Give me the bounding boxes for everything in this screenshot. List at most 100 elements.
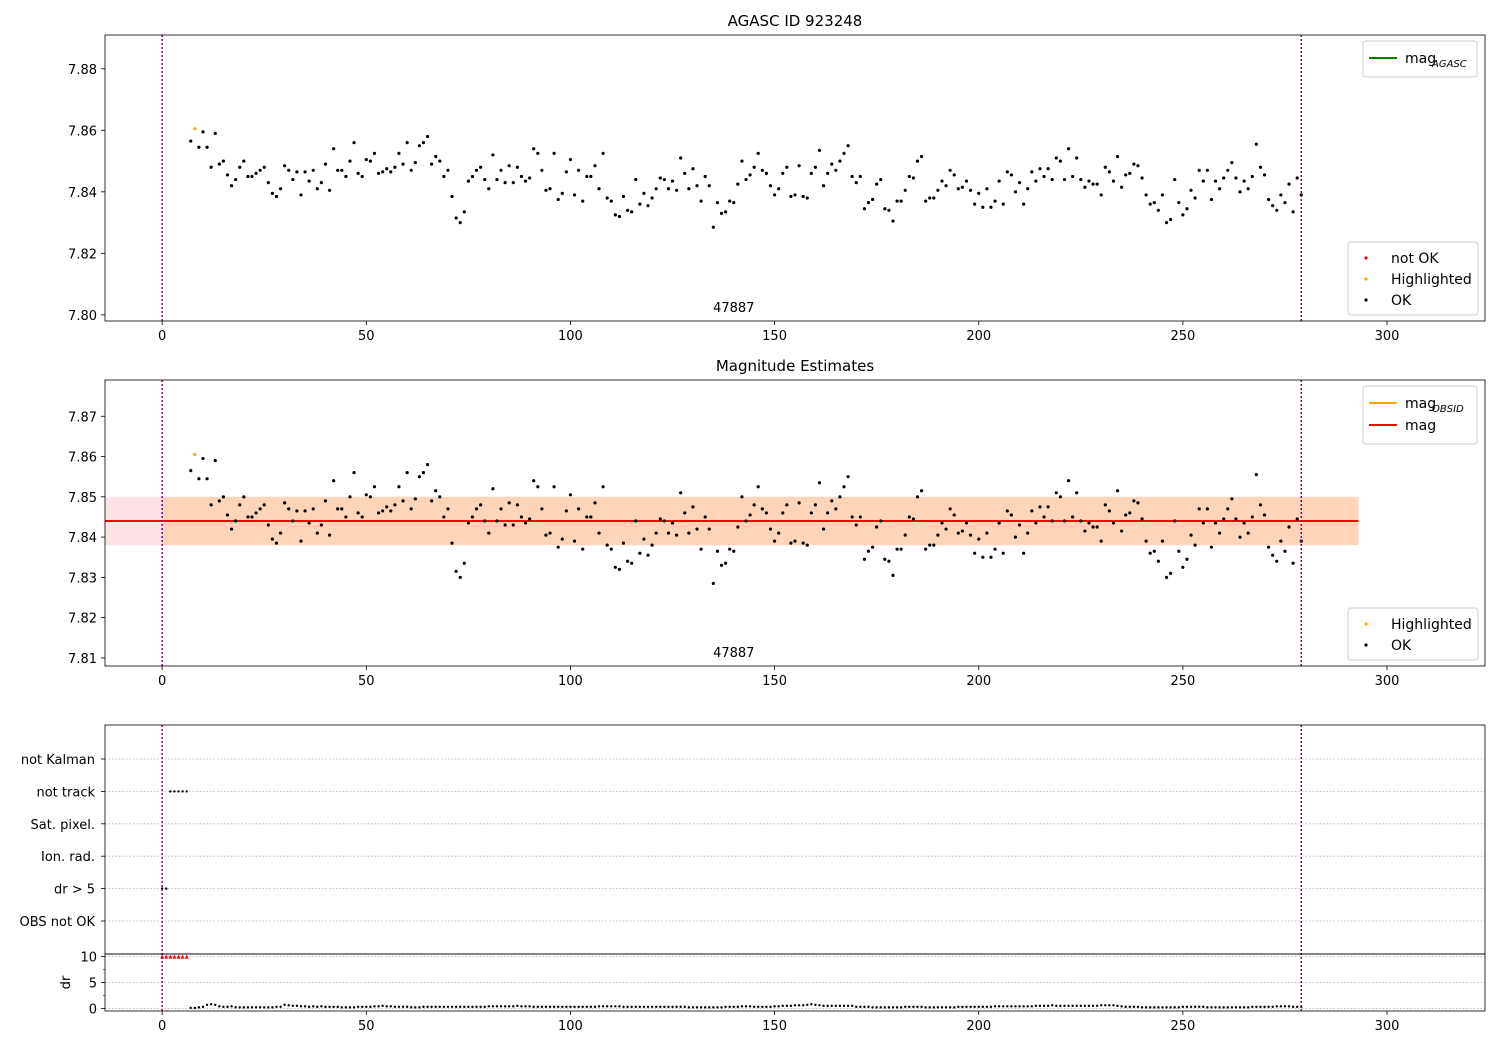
dr-point <box>850 1004 854 1008</box>
ok-point <box>470 515 475 519</box>
ok-point <box>1095 525 1099 529</box>
ok-point <box>577 168 581 172</box>
dr-point <box>491 1005 495 1008</box>
dr-point <box>687 1006 691 1009</box>
ok-point <box>797 164 801 168</box>
y-tick-label: 5 <box>89 977 97 992</box>
flag-row-label: Ion. rad. <box>41 850 95 865</box>
dr-point <box>679 1005 682 1009</box>
ok-point <box>842 151 846 155</box>
ok-point <box>789 194 793 199</box>
ok-point <box>1132 499 1136 503</box>
ok-point <box>425 462 430 467</box>
ok-point <box>1144 193 1148 197</box>
dr-point <box>1104 1004 1107 1007</box>
dr-point <box>712 1006 715 1009</box>
ok-point <box>1062 519 1067 523</box>
dr-point <box>544 1005 548 1009</box>
dr-point <box>691 1006 695 1009</box>
ok-point <box>821 184 826 188</box>
dr-point <box>997 1005 1001 1008</box>
dr-point <box>316 1005 319 1009</box>
ok-point <box>523 521 528 525</box>
ok-point <box>1262 173 1267 177</box>
ok-point <box>442 174 446 179</box>
ok-point <box>879 177 883 182</box>
dr-point <box>961 1005 964 1009</box>
flag-row-label: not track <box>36 785 95 800</box>
ok-point <box>274 194 279 199</box>
dr-point <box>1279 1005 1283 1008</box>
dr-point <box>377 1005 380 1008</box>
ok-point <box>332 479 336 483</box>
ok-point <box>372 485 377 489</box>
ok-point <box>1140 176 1144 180</box>
ok-point <box>875 525 879 529</box>
dr-point <box>1079 1004 1082 1008</box>
dr-point <box>1246 1006 1250 1009</box>
ok-point <box>834 168 838 172</box>
ok-point <box>805 196 809 200</box>
dr-point <box>312 1005 315 1008</box>
dr-point <box>422 1005 425 1009</box>
ok-point <box>1095 182 1099 186</box>
dr-point <box>1181 1005 1185 1009</box>
ok-point <box>626 208 630 212</box>
ok-point <box>1091 525 1095 529</box>
dr-point <box>1046 1004 1050 1008</box>
ok-point <box>1181 213 1185 217</box>
ok-point <box>409 168 413 172</box>
ok-point <box>1013 190 1018 194</box>
dr-point <box>932 1006 936 1009</box>
ok-point <box>593 164 597 168</box>
legend-box <box>1347 607 1479 661</box>
ok-point <box>1164 575 1169 579</box>
ok-point <box>540 168 544 172</box>
ok-point <box>319 181 323 185</box>
ok-point <box>1107 509 1111 513</box>
dr-point <box>683 1005 686 1009</box>
dr-point <box>1100 1004 1103 1007</box>
highlighted-point <box>193 127 197 131</box>
dr-point <box>818 1004 821 1007</box>
dr-point <box>283 1003 286 1006</box>
flag-point <box>169 790 172 793</box>
ok-point <box>617 214 622 219</box>
ok-point <box>973 202 977 206</box>
flag-row-label: OBS not OK <box>20 915 96 930</box>
ok-point <box>777 531 781 535</box>
ok-point <box>1046 505 1050 509</box>
ok-point <box>1201 179 1205 183</box>
dr-point <box>405 1005 409 1009</box>
dr-point <box>728 1005 731 1009</box>
ok-point <box>519 174 524 179</box>
ok-point <box>413 497 417 501</box>
y-tick-label: 7.84 <box>68 186 97 201</box>
ok-point <box>1250 515 1254 519</box>
ok-point <box>793 193 797 197</box>
ok-point <box>376 171 381 175</box>
ok-point <box>303 509 307 513</box>
ok-point <box>528 176 532 180</box>
dr-point <box>332 1005 335 1009</box>
ok-point <box>1283 201 1287 205</box>
ok-point <box>1136 501 1140 505</box>
dr-point <box>561 1005 564 1009</box>
ok-point <box>528 517 532 521</box>
ok-point <box>862 207 867 211</box>
ok-point <box>474 507 479 511</box>
ok-point <box>940 179 944 183</box>
ok-point <box>413 161 417 165</box>
dr-point <box>981 1005 985 1009</box>
ok-point <box>662 519 666 523</box>
ok-point <box>1218 187 1222 191</box>
ok-point <box>654 187 658 191</box>
ok-point <box>568 493 573 497</box>
ok-point <box>997 521 1001 525</box>
ok-point <box>499 507 503 511</box>
ok-point <box>213 458 217 463</box>
dr-point <box>356 1005 360 1009</box>
dr-point <box>675 1005 678 1009</box>
ok-point <box>679 156 683 160</box>
ok-point <box>605 196 609 200</box>
